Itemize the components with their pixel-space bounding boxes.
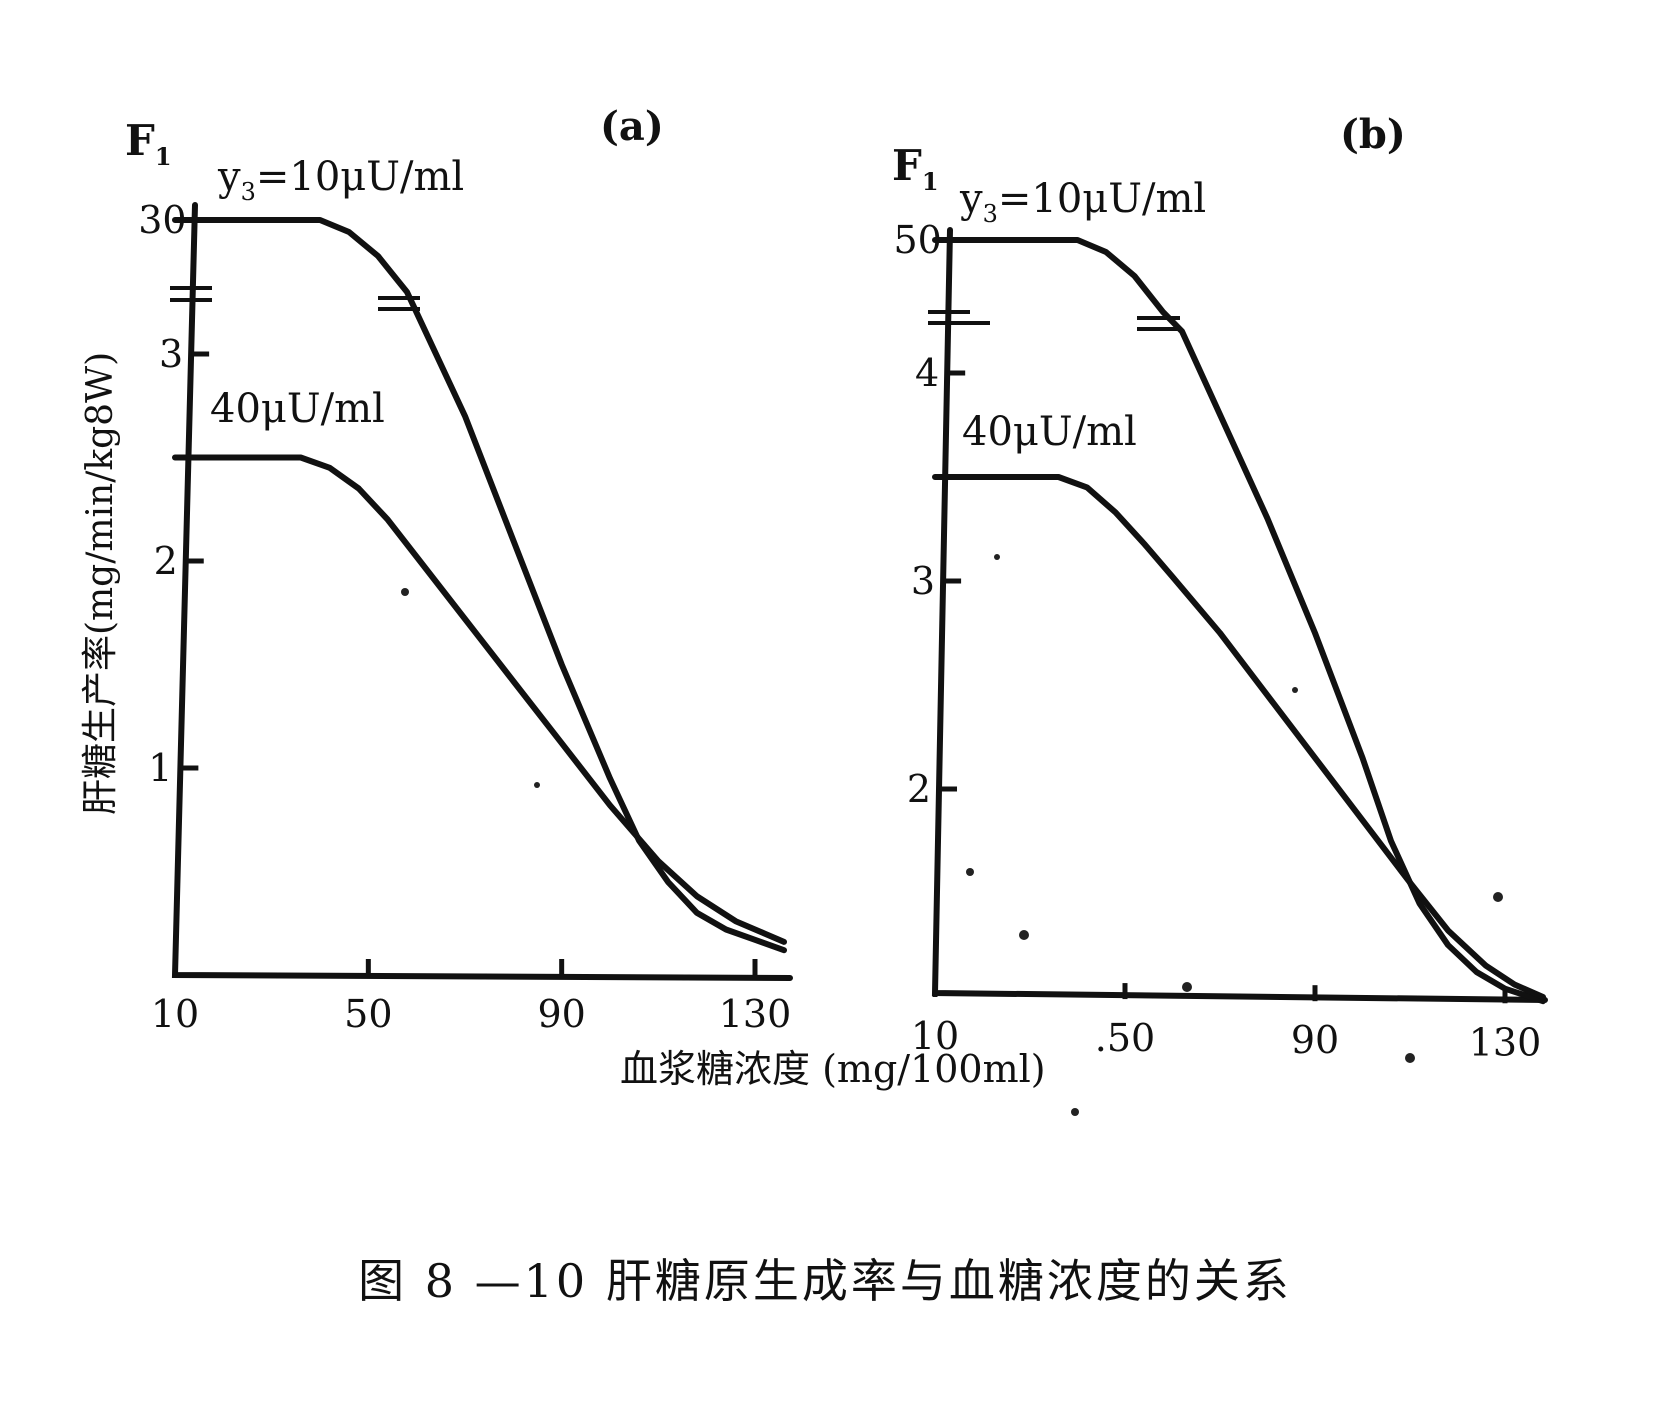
panel-a-y-axis-title: 肝糖生产率(mg/min/kg8W) bbox=[80, 352, 121, 815]
speck bbox=[534, 782, 540, 788]
panel-b-label: (b) bbox=[1340, 111, 1406, 158]
speck bbox=[1405, 1053, 1415, 1063]
panel-b-axes bbox=[928, 227, 1548, 1003]
panel-a-x-tick-label: 50 bbox=[344, 992, 392, 1036]
panel-a: (a) F1 肝糖生产率(mg/min/kg8W) 10 50 90 130 1233… bbox=[80, 103, 793, 1036]
panel-b-curves bbox=[932, 237, 1546, 1005]
figure-caption: 图 8 —10 肝糖原生成率与血糖浓度的关系 bbox=[358, 1254, 1292, 1308]
panel-b-series-1-label-main: y bbox=[959, 176, 983, 222]
panel-b-x-tick-label: 10 bbox=[911, 1014, 959, 1058]
panel-b-y-tick-label: 4 bbox=[915, 351, 939, 395]
panel-a-x-ticks: 10 50 90 130 bbox=[151, 959, 791, 1036]
panel-b-series-1-label-rest: =10μU/ml bbox=[998, 176, 1206, 222]
panel-a-series-1-line bbox=[172, 217, 787, 954]
panel-b-x-tick-label: 90 bbox=[1291, 1018, 1339, 1062]
panel-b-series-1-label: y3=10μU/ml bbox=[959, 176, 1206, 228]
panel-a-series-1-label-sub: 3 bbox=[241, 178, 256, 206]
panel-b-y-symbol: F1 bbox=[892, 141, 939, 196]
panel-a-y-symbol-main: F bbox=[125, 116, 155, 165]
speck bbox=[1019, 930, 1029, 940]
panel-b-y-symbol-sub: 1 bbox=[922, 167, 939, 196]
speck bbox=[994, 554, 1000, 560]
panel-a-y-tick-label: 1 bbox=[148, 746, 172, 790]
panel-a-series-2-line bbox=[172, 454, 787, 945]
panel-b-x-tick-label: 130 bbox=[1469, 1020, 1542, 1064]
panel-a-x-tick-label: 90 bbox=[537, 992, 585, 1036]
panel-b-series-2-label: 40μU/ml bbox=[962, 409, 1137, 455]
panel-a-y-tick-label: 3 bbox=[159, 332, 183, 376]
panel-b-series-1-line bbox=[932, 237, 1546, 1005]
panel-b-x-tick-label: .50 bbox=[1095, 1016, 1155, 1060]
panel-a-curves bbox=[172, 217, 787, 954]
panel-a-series-2-label: 40μU/ml bbox=[210, 386, 385, 432]
panel-b-x-ticks: 10 .50 90 130 bbox=[911, 981, 1541, 1064]
panel-a-series-1-label: y3=10μU/ml bbox=[217, 154, 464, 206]
speck bbox=[401, 588, 409, 596]
panel-a-series-1-label-rest: =10μU/ml bbox=[256, 154, 464, 200]
speck bbox=[966, 868, 974, 876]
speck bbox=[1182, 982, 1192, 992]
panel-a-x-tick-label: 130 bbox=[719, 992, 792, 1036]
panel-a-y-tick-label: 2 bbox=[154, 539, 178, 583]
panel-a-label: (a) bbox=[600, 103, 664, 150]
panel-b-series-1-label-sub: 3 bbox=[983, 200, 998, 228]
speck bbox=[1071, 1108, 1079, 1116]
panel-b-y-tick-label: 3 bbox=[911, 559, 935, 603]
speck bbox=[1493, 892, 1503, 902]
panel-b-y-tick-label: 2 bbox=[907, 767, 931, 811]
panel-a-y-symbol: F1 bbox=[125, 116, 172, 171]
panel-a-x-tick-label: 10 bbox=[151, 992, 199, 1036]
panel-a-y-symbol-sub: 1 bbox=[155, 142, 172, 171]
speck bbox=[1292, 687, 1298, 693]
x-axis-title: 血浆糖浓度 (mg/100ml) bbox=[620, 1047, 1046, 1091]
panel-a-series-1-label-main: y bbox=[217, 154, 241, 200]
panel-b-axis-lines bbox=[931, 227, 1548, 1003]
panel-b-y-symbol-main: F bbox=[892, 141, 922, 190]
scan-specks bbox=[401, 554, 1503, 1116]
panel-b-series-2-line bbox=[932, 474, 1546, 1000]
panel-a-axes bbox=[170, 202, 793, 981]
panel-a-axis-lines bbox=[171, 202, 793, 981]
